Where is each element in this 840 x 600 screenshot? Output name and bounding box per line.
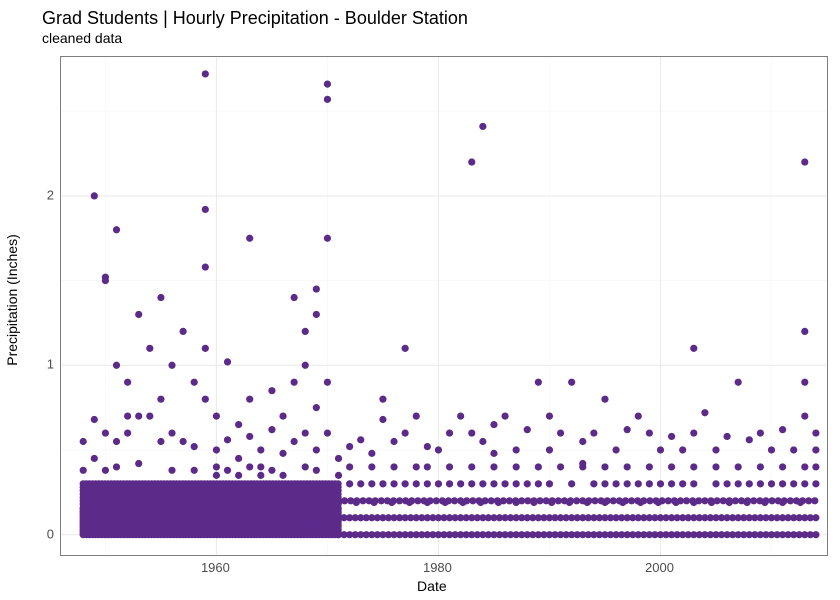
chart-subtitle: cleaned data xyxy=(42,30,122,46)
y-tick-label: 0 xyxy=(47,526,54,541)
scatter-plot xyxy=(61,57,827,555)
chart-container: Grad Students | Hourly Precipitation - B… xyxy=(0,0,840,600)
y-tick-label: 1 xyxy=(47,357,54,372)
x-tick-label: 1960 xyxy=(201,560,230,575)
y-axis-label: Precipitation (Inches) xyxy=(4,234,20,366)
x-tick-label: 2000 xyxy=(645,560,674,575)
chart-title: Grad Students | Hourly Precipitation - B… xyxy=(42,8,468,29)
plot-panel xyxy=(60,56,828,556)
y-tick-label: 2 xyxy=(47,187,54,202)
x-axis-label: Date xyxy=(417,578,447,594)
x-tick-label: 1980 xyxy=(423,560,452,575)
